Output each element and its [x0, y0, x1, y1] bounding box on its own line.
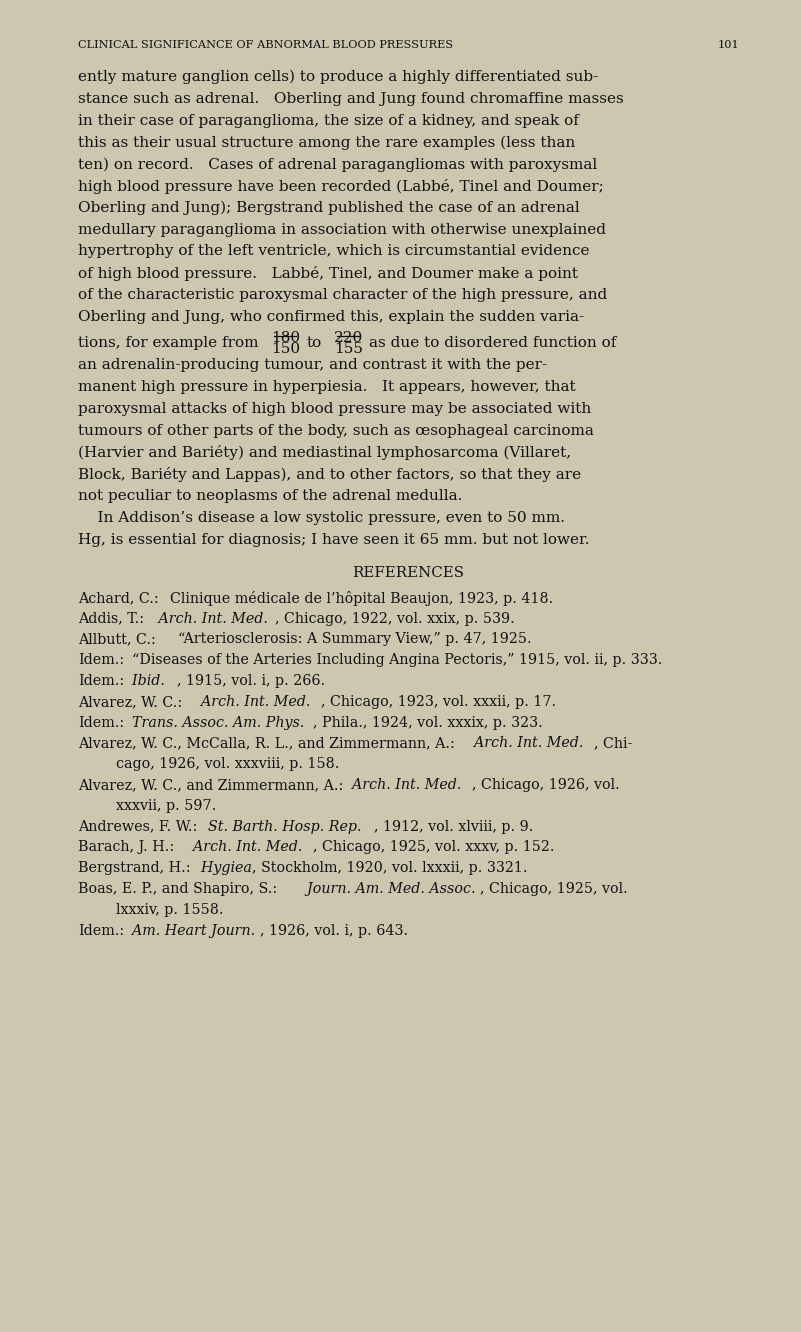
Text: paroxysmal attacks of high blood pressure may be associated with: paroxysmal attacks of high blood pressur… — [78, 402, 591, 416]
Text: , Stockholm, 1920, vol. lxxxii, p. 3321.: , Stockholm, 1920, vol. lxxxii, p. 3321. — [252, 862, 528, 875]
Text: Am. Heart Journ.: Am. Heart Journ. — [123, 923, 256, 938]
Text: Journ. Am. Med. Assoc.: Journ. Am. Med. Assoc. — [298, 882, 475, 896]
Text: , Chi-: , Chi- — [594, 737, 632, 750]
Text: Alvarez, W. C., and Zimmermann, A.:: Alvarez, W. C., and Zimmermann, A.: — [78, 778, 344, 793]
Text: Idem.:: Idem.: — [78, 653, 124, 667]
Text: Idem.:: Idem.: — [78, 923, 124, 938]
Text: Idem.:: Idem.: — [78, 715, 124, 730]
Text: ently mature ganglion cells) to produce a highly differentiated sub-: ently mature ganglion cells) to produce … — [78, 71, 598, 84]
Text: this as their usual structure among the rare examples (less than: this as their usual structure among the … — [78, 136, 575, 149]
Text: lxxxiv, p. 1558.: lxxxiv, p. 1558. — [116, 903, 223, 916]
Text: , Chicago, 1923, vol. xxxii, p. 17.: , Chicago, 1923, vol. xxxii, p. 17. — [320, 695, 556, 709]
Text: Boas, E. P., and Shapiro, S.:: Boas, E. P., and Shapiro, S.: — [78, 882, 277, 896]
Text: manent high pressure in hyperpiesia.   It appears, however, that: manent high pressure in hyperpiesia. It … — [78, 380, 576, 394]
Text: tions, for example from: tions, for example from — [78, 336, 259, 349]
Text: of high blood pressure.   Labbé, Tinel, and Doumer make a point: of high blood pressure. Labbé, Tinel, an… — [78, 266, 578, 281]
Text: “Arteriosclerosis: A Summary View,” p. 47, 1925.: “Arteriosclerosis: A Summary View,” p. 4… — [169, 633, 532, 646]
Text: Alvarez, W. C.:: Alvarez, W. C.: — [78, 695, 183, 709]
Text: cago, 1926, vol. xxxviii, p. 158.: cago, 1926, vol. xxxviii, p. 158. — [116, 757, 340, 771]
Text: Trans. Assoc. Am. Phys.: Trans. Assoc. Am. Phys. — [123, 715, 305, 730]
Text: an adrenalin-producing tumour, and contrast it with the per-: an adrenalin-producing tumour, and contr… — [78, 358, 547, 372]
Text: tumours of other parts of the body, such as œsophageal carcinoma: tumours of other parts of the body, such… — [78, 424, 594, 438]
Text: Hygiea: Hygiea — [191, 862, 252, 875]
Text: as due to disordered function of: as due to disordered function of — [369, 336, 617, 349]
Text: CLINICAL SIGNIFICANCE OF ABNORMAL BLOOD PRESSURES: CLINICAL SIGNIFICANCE OF ABNORMAL BLOOD … — [78, 40, 453, 51]
Text: Arch. Int. Med.: Arch. Int. Med. — [191, 695, 310, 709]
Text: Arch. Int. Med.: Arch. Int. Med. — [184, 840, 303, 854]
Text: Arch. Int. Med.: Arch. Int. Med. — [465, 737, 583, 750]
Text: Barach, J. H.:: Barach, J. H.: — [78, 840, 175, 854]
Text: Hg, is essential for diagnosis; I have seen it 65 mm. but not lower.: Hg, is essential for diagnosis; I have s… — [78, 533, 590, 546]
Text: Arch. Int. Med.: Arch. Int. Med. — [154, 611, 268, 626]
Text: 150: 150 — [271, 341, 300, 356]
Text: to: to — [306, 336, 321, 349]
Text: of the characteristic paroxysmal character of the high pressure, and: of the characteristic paroxysmal charact… — [78, 288, 607, 302]
Text: ten) on record.   Cases of adrenal paragangliomas with paroxysmal: ten) on record. Cases of adrenal paragan… — [78, 157, 598, 172]
Text: medullary paraganglioma in association with otherwise unexplained: medullary paraganglioma in association w… — [78, 222, 606, 237]
Text: Block, Bariéty and Lappas), and to other factors, so that they are: Block, Bariéty and Lappas), and to other… — [78, 468, 581, 482]
Text: , Phila., 1924, vol. xxxix, p. 323.: , Phila., 1924, vol. xxxix, p. 323. — [313, 715, 543, 730]
Text: , Chicago, 1926, vol.: , Chicago, 1926, vol. — [473, 778, 620, 793]
Text: high blood pressure have been recorded (Labbé, Tinel and Doumer;: high blood pressure have been recorded (… — [78, 178, 604, 194]
Text: , 1926, vol. i, p. 643.: , 1926, vol. i, p. 643. — [260, 923, 408, 938]
Text: Arch. Int. Med.: Arch. Int. Med. — [344, 778, 461, 793]
Text: St. Barth. Hosp. Rep.: St. Barth. Hosp. Rep. — [199, 819, 362, 834]
Text: , Chicago, 1925, vol.: , Chicago, 1925, vol. — [480, 882, 628, 896]
Text: (Harvier and Bariéty) and mediastinal lymphosarcoma (Villaret,: (Harvier and Bariéty) and mediastinal ly… — [78, 445, 571, 461]
Text: “Diseases of the Arteries Including Angina Pectoris,” 1915, vol. ii, p. 333.: “Diseases of the Arteries Including Angi… — [123, 653, 663, 667]
Text: 220: 220 — [334, 330, 363, 345]
Text: hypertrophy of the left ventricle, which is circumstantial evidence: hypertrophy of the left ventricle, which… — [78, 244, 590, 258]
Text: In Addison’s disease a low systolic pressure, even to 50 mm.: In Addison’s disease a low systolic pres… — [78, 510, 565, 525]
Text: not peculiar to neoplasms of the adrenal medulla.: not peculiar to neoplasms of the adrenal… — [78, 489, 462, 503]
Text: Oberling and Jung, who confirmed this, explain the sudden varia-: Oberling and Jung, who confirmed this, e… — [78, 310, 584, 324]
Text: Bergstrand, H.:: Bergstrand, H.: — [78, 862, 191, 875]
Text: xxxvii, p. 597.: xxxvii, p. 597. — [116, 799, 216, 813]
Text: 180: 180 — [271, 330, 300, 345]
Text: Addis, T.:: Addis, T.: — [78, 611, 144, 626]
Text: Allbutt, C.:: Allbutt, C.: — [78, 633, 156, 646]
Text: Ibid.: Ibid. — [123, 674, 165, 689]
Text: , 1915, vol. i, p. 266.: , 1915, vol. i, p. 266. — [176, 674, 324, 689]
Text: 101: 101 — [717, 40, 739, 51]
Text: Clinique médicale de l’hôpital Beaujon, 1923, p. 418.: Clinique médicale de l’hôpital Beaujon, … — [161, 591, 553, 606]
Text: Oberling and Jung); Bergstrand published the case of an adrenal: Oberling and Jung); Bergstrand published… — [78, 201, 580, 216]
Text: Andrewes, F. W.:: Andrewes, F. W.: — [78, 819, 197, 834]
Text: , 1912, vol. xlviii, p. 9.: , 1912, vol. xlviii, p. 9. — [374, 819, 533, 834]
Text: stance such as adrenal.   Oberling and Jung found chromaffine masses: stance such as adrenal. Oberling and Jun… — [78, 92, 624, 105]
Text: , Chicago, 1922, vol. xxix, p. 539.: , Chicago, 1922, vol. xxix, p. 539. — [275, 611, 515, 626]
Text: in their case of paraganglioma, the size of a kidney, and speak of: in their case of paraganglioma, the size… — [78, 113, 579, 128]
Text: REFERENCES: REFERENCES — [352, 566, 465, 581]
Text: , Chicago, 1925, vol. xxxv, p. 152.: , Chicago, 1925, vol. xxxv, p. 152. — [313, 840, 554, 854]
Text: Achard, C.:: Achard, C.: — [78, 591, 159, 605]
Text: Idem.:: Idem.: — [78, 674, 124, 689]
Text: Alvarez, W. C., McCalla, R. L., and Zimmermann, A.:: Alvarez, W. C., McCalla, R. L., and Zimm… — [78, 737, 455, 750]
Text: 155: 155 — [334, 341, 363, 356]
